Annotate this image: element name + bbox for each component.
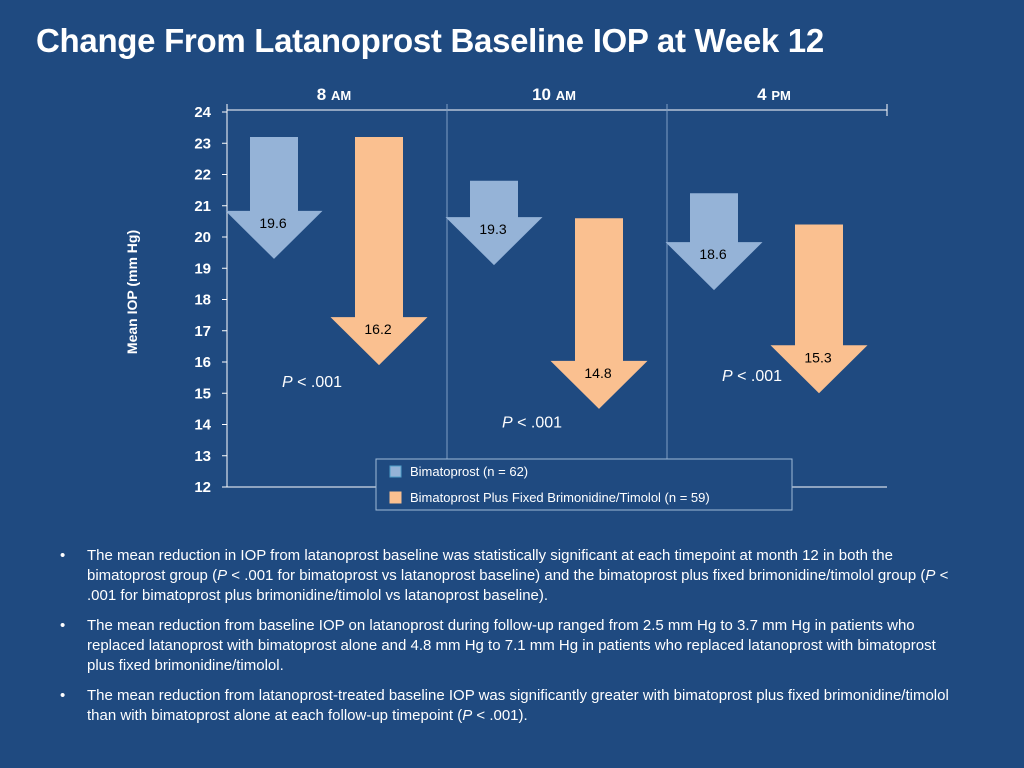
bimatoprost-arrow: [445, 180, 543, 266]
bullet-item: The mean reduction from baseline IOP on …: [60, 616, 950, 676]
bullet-item: The mean reduction in IOP from latanopro…: [60, 546, 950, 606]
p-value-label: P < .001: [282, 374, 342, 391]
legend-label: Bimatoprost (n = 62): [410, 464, 528, 479]
combination-arrow: [550, 218, 648, 409]
y-tick-label: 19: [194, 260, 211, 277]
bullet-text: P: [925, 567, 936, 584]
endpoint-label: 14.8: [584, 365, 611, 381]
chart-canvas: 12 13 14 15 16 17 18 19 20 21 22 23 24 Mean IOP (mm H…: [124, 85, 888, 511]
legend-box: [375, 458, 793, 511]
endpoint-label: 15.3: [804, 349, 831, 365]
legend-label: Bimatoprost Plus Fixed Brimonidine/Timol…: [410, 490, 710, 505]
y-tick-label: 23: [194, 135, 211, 152]
endpoint-label: 19.3: [479, 221, 506, 237]
slide-title: Change From Latanoprost Baseline IOP at …: [36, 22, 824, 59]
combination-arrow: [770, 224, 868, 394]
category-label: 4 PM: [757, 85, 791, 104]
legend-swatch: [389, 491, 402, 504]
y-tick-label: 20: [194, 229, 211, 246]
legend-swatch: [389, 465, 402, 478]
endpoint-label: 19.6: [259, 215, 286, 231]
combination-arrow: [330, 137, 428, 366]
y-tick-label: 22: [194, 167, 211, 184]
p-value-label: P < .001: [502, 415, 562, 432]
y-tick-label: 16: [194, 354, 211, 371]
bimatoprost-arrow: [225, 137, 323, 259]
bullet-item: The mean reduction from latanoprost-trea…: [60, 686, 950, 726]
y-tick-label: 24: [194, 104, 211, 121]
y-tick-label: 13: [194, 448, 211, 465]
bullet-text: < .001 for bimatoprost plus brimonidine/…: [87, 567, 949, 604]
bullet-text: P: [462, 707, 473, 724]
y-tick-label: 14: [194, 417, 211, 434]
iop-chart: 12 13 14 15 16 17 18 19 20 21 22 23 24 Mean IOP (mm H…: [124, 85, 888, 511]
bullet-text: < .001 for bimatoprost vs latanoprost ba…: [227, 567, 926, 584]
bimatoprost-arrow: [665, 193, 763, 291]
p-value-label: P < .001: [722, 368, 782, 385]
bullet-text: P: [217, 567, 228, 584]
endpoint-label: 18.6: [699, 246, 726, 262]
bullet-text: < .001).: [472, 707, 528, 724]
bullet-text: The mean reduction in IOP from latanopro…: [87, 547, 893, 584]
y-tick-label: 17: [194, 323, 211, 340]
endpoint-label: 16.2: [364, 321, 391, 337]
y-tick-label: 15: [194, 385, 211, 402]
y-tick-label: 21: [194, 198, 211, 215]
category-label: 8 AM: [317, 85, 351, 104]
y-axis-label: Mean IOP (mm Hg): [124, 230, 140, 354]
bullet-list: The mean reduction in IOP from latanopro…: [60, 546, 950, 736]
category-label: 10 AM: [532, 85, 576, 104]
y-tick-label: 18: [194, 292, 211, 309]
bullet-text: The mean reduction from baseline IOP on …: [87, 617, 936, 674]
bullet-text: The mean reduction from latanoprost-trea…: [87, 687, 949, 724]
y-tick-label: 12: [194, 479, 211, 496]
